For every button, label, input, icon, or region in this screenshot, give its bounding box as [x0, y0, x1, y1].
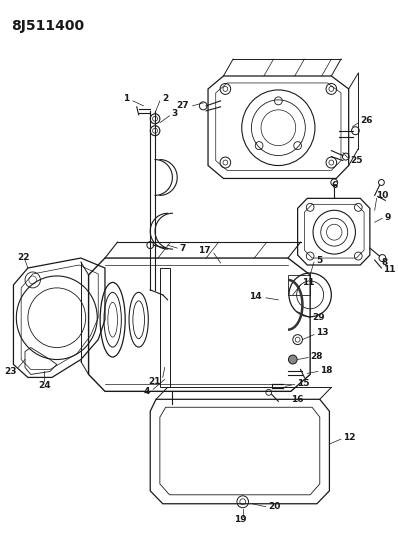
Circle shape — [289, 355, 297, 364]
Text: 17: 17 — [198, 246, 211, 255]
Text: 21: 21 — [148, 377, 161, 386]
Text: 27: 27 — [176, 101, 189, 110]
Text: 7: 7 — [179, 244, 185, 253]
Text: 11: 11 — [302, 278, 315, 287]
Text: 2: 2 — [162, 94, 168, 103]
Text: 5: 5 — [316, 255, 322, 264]
Text: 25: 25 — [351, 156, 363, 165]
Text: 19: 19 — [234, 515, 247, 524]
Text: 8: 8 — [381, 257, 388, 266]
Text: 13: 13 — [316, 328, 328, 337]
Text: 18: 18 — [320, 366, 332, 375]
Text: 9: 9 — [384, 213, 391, 222]
Text: 6: 6 — [331, 181, 338, 190]
Text: 4: 4 — [144, 387, 150, 396]
Text: 12: 12 — [343, 433, 355, 442]
Text: 3: 3 — [172, 109, 178, 118]
Text: 29: 29 — [312, 313, 325, 322]
Text: 23: 23 — [4, 367, 16, 376]
Text: 14: 14 — [250, 292, 262, 301]
Text: 10: 10 — [376, 191, 388, 200]
Text: 15: 15 — [297, 379, 309, 388]
Text: 22: 22 — [17, 253, 29, 262]
Text: 8J511400: 8J511400 — [12, 19, 85, 33]
Text: 20: 20 — [268, 502, 280, 511]
Text: 11: 11 — [383, 265, 396, 274]
Text: 26: 26 — [360, 116, 373, 125]
Text: 28: 28 — [310, 352, 323, 361]
Text: 24: 24 — [38, 381, 51, 390]
Text: 1: 1 — [123, 94, 129, 103]
Text: 16: 16 — [291, 395, 303, 404]
